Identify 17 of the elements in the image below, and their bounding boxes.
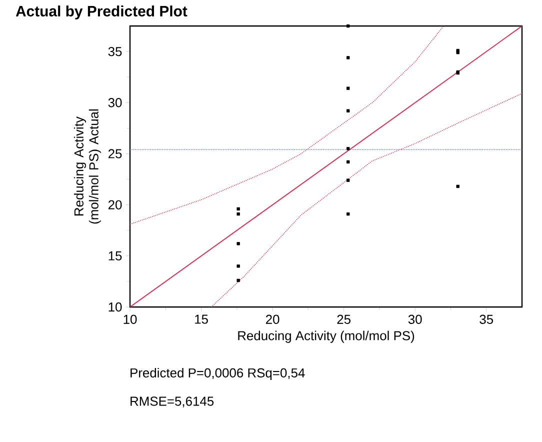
y-tick-label: 35 — [108, 46, 122, 56]
x-axis-title: Reducing Activity (mol/mol PS) — [238, 330, 414, 343]
x-tick-label: 10 — [124, 314, 137, 324]
x-tick-label: 25 — [337, 314, 350, 324]
y-tick-label: 30 — [108, 98, 122, 108]
y-tick-label: 15 — [108, 251, 122, 260]
y-axis-title: Reducing Activity (mol/mol PS) Actual — [74, 109, 101, 224]
text: Predicted P=0,0006 RSq=0,54 — [130, 368, 305, 380]
x-tick-label: 35 — [480, 314, 494, 324]
x-tick-label: 20 — [266, 314, 280, 324]
y-tick-label: 20 — [108, 200, 122, 210]
chart-title: Actual by Predicted Plot — [16, 6, 188, 20]
x-tick-label: 15 — [195, 314, 208, 324]
x-tick-label: 30 — [408, 314, 422, 324]
y-tick-label: 10 — [108, 302, 122, 312]
text: RMSE=5,6145 — [130, 396, 214, 408]
y-tick-label: 25 — [108, 149, 122, 158]
